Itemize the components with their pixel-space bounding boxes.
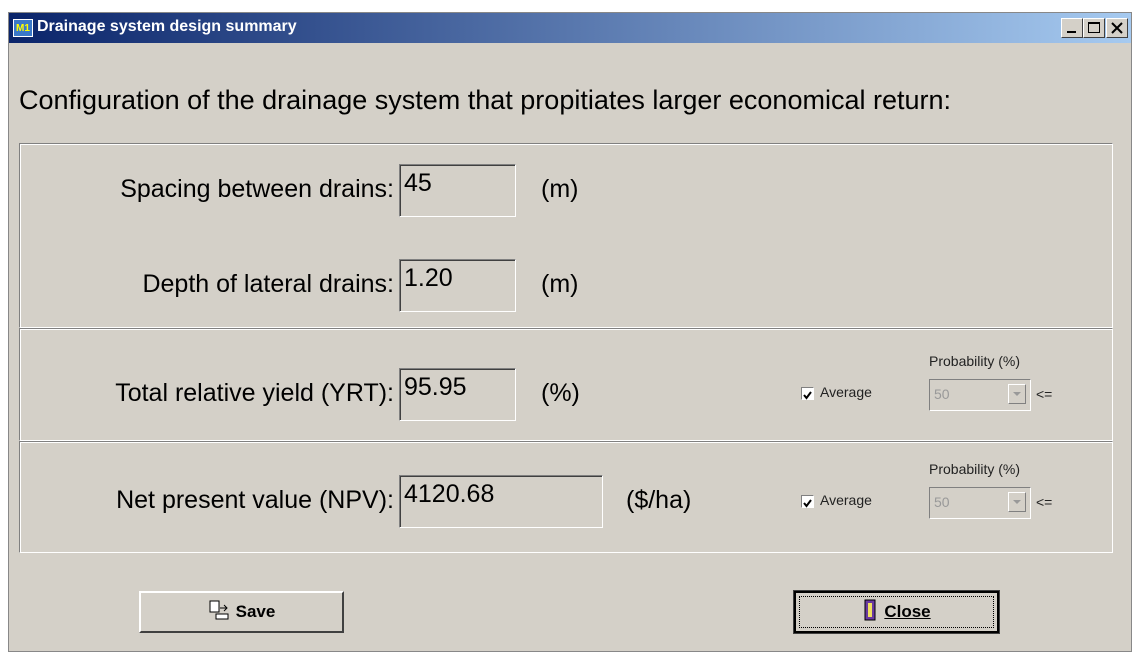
- checkbox-label: Average: [820, 492, 872, 508]
- arrow: [1013, 392, 1021, 396]
- check-glyph: [803, 391, 812, 400]
- field-label: Net present value (NPV):: [116, 486, 394, 514]
- unit: (m): [541, 175, 579, 203]
- checkbox[interactable]: [801, 495, 814, 508]
- probability-combo[interactable]: 50: [929, 487, 1031, 519]
- minimize-button[interactable]: [1061, 18, 1083, 38]
- heading: Configuration of the drainage system tha…: [19, 85, 952, 115]
- group-box: [19, 328, 1113, 441]
- button-label: Close: [884, 602, 931, 621]
- dialog-window: M1 Drainage system design summary Config…: [8, 12, 1132, 652]
- save-icon: [209, 600, 229, 620]
- arrow-glyph: [1013, 500, 1021, 504]
- probability-combo[interactable]: 50: [929, 379, 1031, 411]
- combo-arrow: [1008, 492, 1026, 512]
- minimize-glyph: [1067, 31, 1076, 33]
- button-label: Save: [235, 602, 276, 621]
- maximize-button[interactable]: [1083, 18, 1105, 38]
- group-box: [19, 441, 1113, 553]
- value-box: 45: [399, 164, 516, 217]
- window-icon: M1: [13, 19, 33, 37]
- close-glyph: [1111, 22, 1123, 34]
- title-bar: M1 Drainage system design summary: [9, 13, 1131, 43]
- close-button[interactable]: Close: [793, 590, 1000, 634]
- close-window-button[interactable]: [1106, 18, 1128, 38]
- arrow: [1013, 500, 1021, 504]
- door-icon: [864, 599, 876, 621]
- group-box: [19, 143, 1113, 328]
- unit: ($/ha): [626, 486, 692, 514]
- probability-label: Probability (%): [929, 353, 1021, 369]
- check: [803, 499, 812, 508]
- arrow-glyph: [1013, 392, 1021, 396]
- window-title: Drainage system design summary: [37, 18, 297, 35]
- check-glyph: [803, 499, 812, 508]
- value-box: 4120.68: [399, 475, 603, 528]
- probability-label: Probability (%): [929, 461, 1021, 477]
- tray: [215, 613, 229, 620]
- close-x: [1111, 22, 1123, 34]
- value-box: 95.95: [399, 368, 516, 421]
- comparator: <=: [1036, 386, 1053, 402]
- checkbox[interactable]: [801, 387, 814, 400]
- maximize-glyph: [1088, 22, 1100, 33]
- field-label: Total relative yield (YRT):: [115, 379, 394, 407]
- unit: (%): [541, 379, 580, 407]
- unit: (m): [541, 270, 579, 298]
- doc: [209, 600, 220, 613]
- check: [803, 391, 812, 400]
- comparator: <=: [1036, 494, 1053, 510]
- focus-rect: [799, 596, 994, 628]
- checkbox-label: Average: [820, 384, 872, 400]
- arrow: [219, 604, 228, 612]
- value-box: 1.20: [399, 259, 516, 312]
- door-light: [868, 603, 873, 617]
- combo-arrow: [1008, 384, 1026, 404]
- combo-value: 50: [934, 494, 950, 510]
- field-label: Spacing between drains:: [120, 175, 394, 203]
- save-button[interactable]: Save: [139, 591, 344, 633]
- combo-value: 50: [934, 386, 950, 402]
- field-label: Depth of lateral drains:: [142, 270, 394, 298]
